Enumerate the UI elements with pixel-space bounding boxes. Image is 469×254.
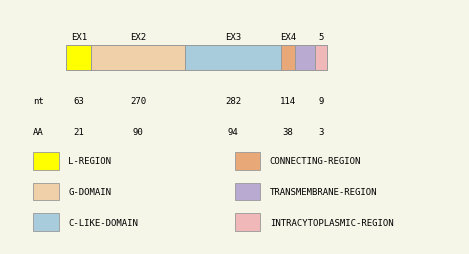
Bar bbox=[315, 46, 327, 71]
Text: 3: 3 bbox=[318, 128, 324, 137]
Text: 114: 114 bbox=[280, 97, 296, 106]
Bar bbox=[33, 183, 59, 201]
Text: 38: 38 bbox=[283, 128, 293, 137]
Text: 282: 282 bbox=[225, 97, 241, 106]
Text: EX1: EX1 bbox=[71, 33, 87, 42]
Bar bbox=[281, 46, 295, 71]
Text: 63: 63 bbox=[74, 97, 84, 106]
Bar bbox=[33, 213, 59, 231]
Text: L-REGION: L-REGION bbox=[68, 157, 111, 166]
Text: 90: 90 bbox=[133, 128, 144, 137]
Text: 270: 270 bbox=[130, 97, 146, 106]
Text: CONNECTING-REGION: CONNECTING-REGION bbox=[270, 157, 361, 166]
Bar bbox=[295, 46, 315, 71]
Text: 94: 94 bbox=[228, 128, 238, 137]
Text: 9: 9 bbox=[318, 97, 324, 106]
Text: EX2: EX2 bbox=[130, 33, 146, 42]
Text: EX4: EX4 bbox=[280, 33, 296, 42]
Text: 21: 21 bbox=[74, 128, 84, 137]
Bar bbox=[66, 46, 91, 71]
Bar bbox=[33, 152, 59, 170]
Text: INTRACYTOPLASMIC-REGION: INTRACYTOPLASMIC-REGION bbox=[270, 218, 393, 227]
Bar bbox=[234, 213, 260, 231]
Text: nt: nt bbox=[33, 97, 44, 106]
Bar bbox=[234, 152, 260, 170]
Text: AA: AA bbox=[33, 128, 44, 137]
Text: G-DOMAIN: G-DOMAIN bbox=[68, 187, 111, 196]
Text: EX3: EX3 bbox=[225, 33, 241, 42]
Bar bbox=[234, 183, 260, 201]
Bar bbox=[91, 46, 185, 71]
Text: C-LIKE-DOMAIN: C-LIKE-DOMAIN bbox=[68, 218, 138, 227]
Bar bbox=[185, 46, 281, 71]
Text: TRANSMEMBRANE-REGION: TRANSMEMBRANE-REGION bbox=[270, 187, 377, 196]
Text: 5: 5 bbox=[318, 33, 324, 42]
